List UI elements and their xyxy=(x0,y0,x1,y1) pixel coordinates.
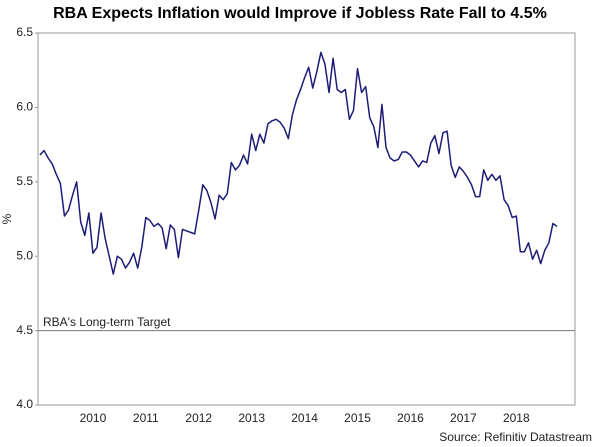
y-axis-label: % xyxy=(0,213,14,224)
chart-title: RBA Expects Inflation would Improve if J… xyxy=(53,5,547,22)
x-tick-label: 2016 xyxy=(397,411,424,425)
x-tick-label: 2012 xyxy=(185,411,212,425)
x-tick-label: 2013 xyxy=(238,411,265,425)
plot-frame xyxy=(37,32,576,406)
x-tick-label: 2014 xyxy=(291,411,318,425)
y-tick-label: 4.0 xyxy=(16,397,33,411)
x-tick-label: 2010 xyxy=(80,411,107,425)
source: Source: Refinitiv Datastream xyxy=(439,430,592,444)
y-tick-label: 5.0 xyxy=(16,248,33,262)
y-tick-label: 6.5 xyxy=(16,25,33,39)
x-tick-label: 2011 xyxy=(133,411,159,425)
x-tick-label: 2018 xyxy=(503,411,530,425)
series-line xyxy=(39,51,558,275)
y-tick-label: 5.5 xyxy=(16,174,33,188)
y-tick-label: 4.5 xyxy=(16,323,33,337)
y-tick-label: 6.0 xyxy=(16,100,33,114)
target-label: RBA's Long-term Target xyxy=(43,315,171,329)
x-tick-label: 2015 xyxy=(344,411,371,425)
x-tick-label: 2017 xyxy=(450,411,477,425)
